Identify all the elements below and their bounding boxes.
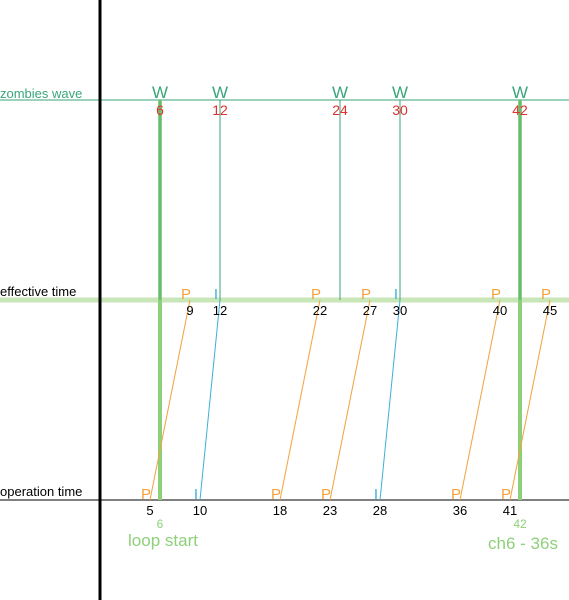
- operation-time-value: 36: [453, 503, 467, 518]
- wave-time-label: 42: [512, 102, 528, 118]
- effective-marker: P: [361, 286, 371, 303]
- effective-time-value: 30: [393, 303, 407, 318]
- operation-marker: P: [141, 486, 151, 503]
- wave-marker: W: [332, 83, 348, 102]
- operation-link-line: [509, 299, 551, 501]
- wave-marker: W: [212, 83, 228, 102]
- operation-time-value: 5: [146, 503, 153, 518]
- operation-link-line: [459, 299, 501, 501]
- effective-time-value: 40: [493, 303, 507, 318]
- effective-marker: P: [311, 286, 321, 303]
- wave-marker: W: [392, 83, 408, 102]
- operation-time-value: 41: [503, 503, 517, 518]
- operation-time-value: 10: [193, 503, 207, 518]
- loop-start-label: loop start: [128, 531, 198, 550]
- effective-marker: P: [491, 286, 501, 303]
- wave-time-label: 12: [212, 102, 228, 118]
- zombies-wave-label: zombies wave: [0, 86, 83, 101]
- operation-marker: P: [321, 486, 331, 503]
- effective-time-value: 9: [186, 303, 193, 318]
- loop-end-value: 42: [513, 517, 527, 531]
- operation-link-line: [279, 299, 321, 501]
- effective-marker: P: [181, 286, 191, 303]
- operation-marker: P: [271, 486, 281, 503]
- operation-link-line: [149, 299, 191, 501]
- operation-marker: I: [194, 486, 198, 503]
- effective-time-value: 45: [543, 303, 557, 318]
- effective-time-value: 27: [363, 303, 377, 318]
- loop-end-label: ch6 - 36s: [488, 534, 558, 553]
- operation-marker: I: [374, 486, 378, 503]
- wave-marker: W: [512, 83, 528, 102]
- operation-link-line: [379, 299, 401, 501]
- operation-link-line: [329, 299, 371, 501]
- effective-time-value: 22: [313, 303, 327, 318]
- effective-marker: I: [394, 286, 398, 303]
- operation-time-value: 28: [373, 503, 387, 518]
- wave-marker: W: [152, 83, 168, 102]
- effective-time-value: 12: [213, 303, 227, 318]
- effective-marker: I: [214, 286, 218, 303]
- wave-time-label: 6: [156, 102, 164, 118]
- wave-time-label: 30: [392, 102, 408, 118]
- operation-time-value: 18: [273, 503, 287, 518]
- operation-marker: P: [501, 486, 511, 503]
- operation-time-label: operation time: [0, 484, 83, 499]
- effective-marker: P: [541, 286, 551, 303]
- effective-time-label: effective time: [0, 284, 77, 299]
- loop-start-value: 6: [157, 517, 164, 531]
- operation-time-value: 23: [323, 503, 337, 518]
- operation-marker: P: [451, 486, 461, 503]
- wave-time-label: 24: [332, 102, 348, 118]
- operation-link-line: [199, 299, 221, 501]
